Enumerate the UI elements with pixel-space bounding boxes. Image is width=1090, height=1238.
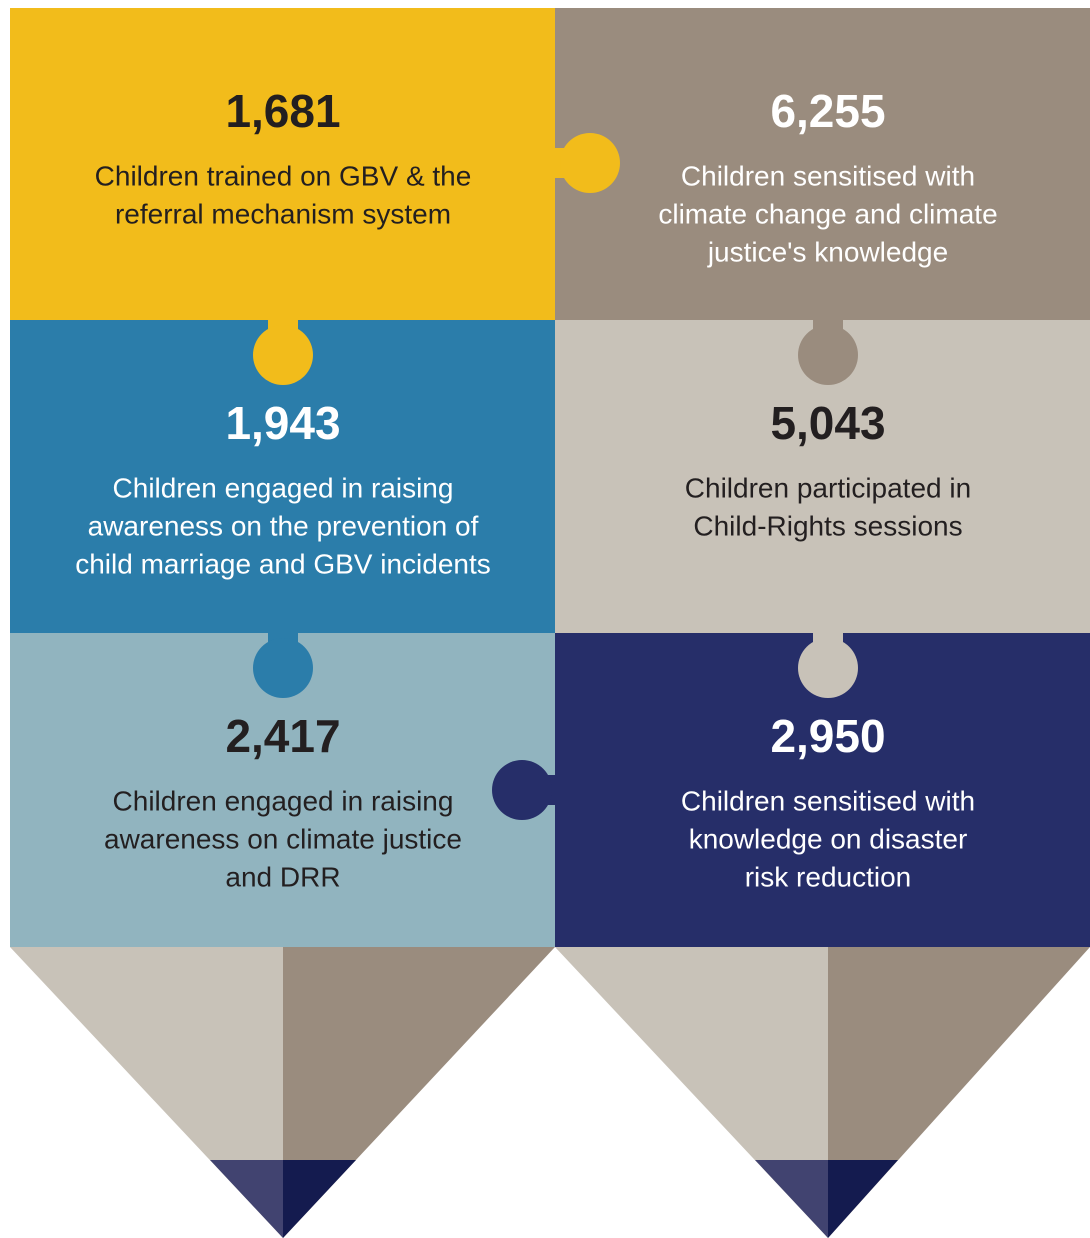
pencil-left-face xyxy=(555,947,828,1238)
tile-label: awareness on climate justice xyxy=(104,823,462,854)
tile-number: 1,681 xyxy=(225,85,340,137)
knob xyxy=(253,638,313,698)
tile-bg xyxy=(555,8,1090,320)
pencil-lead xyxy=(755,1160,828,1238)
tile-label: Children participated in xyxy=(685,472,971,503)
pencil-left-face xyxy=(10,947,283,1238)
tile-number: 6,255 xyxy=(770,85,885,137)
tile-label: awareness on the prevention of xyxy=(88,510,479,541)
knob xyxy=(253,325,313,385)
knob xyxy=(798,638,858,698)
pencil-right-face xyxy=(828,947,1090,1238)
tile-label: Children engaged in raising xyxy=(113,472,454,503)
pencil-lead xyxy=(828,1160,898,1238)
tile-number: 5,043 xyxy=(770,397,885,449)
tile-number: 2,950 xyxy=(770,710,885,762)
tile-label: Children trained on GBV & the xyxy=(95,160,472,191)
puzzle-knobs xyxy=(253,133,858,820)
knob xyxy=(492,760,552,820)
pencil-tips xyxy=(10,947,1090,1238)
tile-number: 1,943 xyxy=(225,397,340,449)
tile-label: child marriage and GBV incidents xyxy=(75,548,491,579)
pencil-lead xyxy=(210,1160,283,1238)
pencil-lead xyxy=(283,1160,356,1238)
knob xyxy=(798,325,858,385)
knob xyxy=(560,133,620,193)
tile-label: justice's knowledge xyxy=(707,236,948,267)
tile-label: Children sensitised with xyxy=(681,785,975,816)
tile-label: Children sensitised with xyxy=(681,160,975,191)
tile-label: and DRR xyxy=(225,861,340,892)
tile-bg xyxy=(10,8,555,320)
tile-label: climate change and climate xyxy=(658,198,997,229)
tile-number: 2,417 xyxy=(225,710,340,762)
tile-label: referral mechanism system xyxy=(115,198,451,229)
tile-texts: 1,681 Children trained on GBV & the referr… xyxy=(75,85,997,892)
tile-label: risk reduction xyxy=(745,861,912,892)
tile-label: Child-Rights sessions xyxy=(693,510,962,541)
tile-label: knowledge on disaster xyxy=(689,823,968,854)
tile-label: Children engaged in raising xyxy=(113,785,454,816)
